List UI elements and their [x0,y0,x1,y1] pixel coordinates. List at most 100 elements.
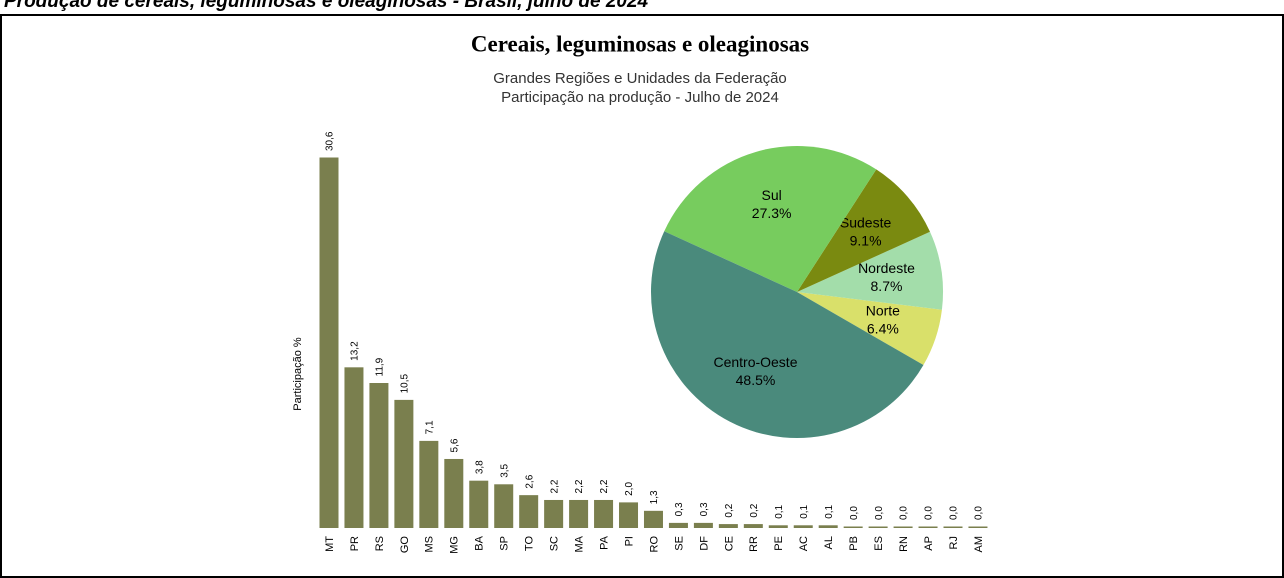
x-tick-label: AM [973,536,985,553]
bar [943,526,963,528]
caption: Produção de cereais, leguminosas e oleag… [4,0,649,12]
data-label: 2,0 [624,482,635,496]
bar [569,499,589,528]
data-label: 0,1 [799,504,810,518]
x-tick-label: CE [723,536,735,551]
bar [643,510,663,528]
x-tick-label: AC [798,536,810,551]
x-tick-label: MT [324,536,336,552]
bar [444,458,464,528]
x-tick-label: RN [898,536,910,552]
x-tick-label: AP [923,536,935,551]
bar [843,526,863,528]
data-label: 5,6 [449,438,460,452]
data-label: 10,5 [400,373,411,393]
data-label: 0,1 [774,504,785,518]
data-label: 7,1 [424,420,435,434]
bar [743,524,763,528]
pie-slice [651,231,924,438]
y-axis-label: Participação % [292,337,304,411]
x-tick-label: PE [773,536,785,551]
data-label: 0,0 [974,506,985,520]
bar [394,399,414,528]
bar [494,484,514,528]
data-label: 0,1 [824,504,835,518]
pie-slice [797,169,931,292]
bar [469,480,489,528]
bar [918,526,938,528]
pie-slice [797,231,943,310]
x-tick-label: SE [673,536,685,551]
bar [668,522,688,528]
bar [968,526,988,528]
slice-label: Nordeste [858,260,915,276]
bar [344,367,364,528]
subtitle: Participação na produção - Julho de 2024 [501,89,779,106]
x-tick-label: ES [873,536,885,551]
bar [319,157,339,528]
x-tick-label: SC [549,536,561,551]
x-tick-label: SP [499,536,511,551]
x-tick-label: PB [848,536,860,551]
bar [619,502,639,528]
slice-value: 6.4% [867,320,899,336]
x-tick-label: PI [623,536,635,546]
pie-slice [664,146,877,292]
bar [519,495,539,528]
bar [419,440,439,528]
frame [0,14,1284,578]
bar [893,526,913,528]
x-tick-label: MS [424,536,436,553]
data-label: 0,0 [849,506,860,520]
data-label: 2,2 [574,479,585,493]
slice-label: Sul [762,187,782,203]
x-tick-label: MA [574,535,586,552]
data-label: 13,2 [350,341,361,361]
bar [768,525,788,528]
bar [818,525,838,528]
x-tick-label: RJ [948,536,960,549]
x-tick-label: MG [449,536,461,554]
slice-value: 8.7% [871,278,903,294]
data-label: 0,3 [674,502,685,516]
bar [369,383,389,528]
bar [793,525,813,528]
subtitle: Grandes Regiões e Unidades da Federação [493,70,787,87]
data-label: 2,2 [599,479,610,493]
data-label: 0,0 [899,506,910,520]
data-label: 3,8 [474,460,485,474]
data-label: 11,9 [375,357,386,376]
data-label: 0,2 [724,503,735,517]
slice-value: 9.1% [850,233,882,249]
data-label: 0,0 [874,506,885,520]
x-tick-label: RO [648,536,660,553]
slice-value: 27.3% [752,205,792,221]
x-tick-label: TO [524,536,536,552]
data-label: 2,6 [524,474,535,488]
slice-label: Sudeste [840,215,892,231]
x-tick-label: AL [823,536,835,549]
x-tick-label: GO [399,536,411,554]
slice-value: 48.5% [736,372,776,388]
slice-label: Norte [866,302,900,318]
x-tick-label: PR [349,536,361,551]
data-label: 3,5 [499,463,510,477]
bar [868,526,888,528]
bar [693,522,713,528]
data-label: 0,0 [949,506,960,520]
x-tick-label: BA [474,535,486,550]
data-label: 0,3 [699,502,710,516]
x-tick-label: DF [698,536,710,551]
bar [594,499,614,528]
slice-label: Centro-Oeste [713,354,797,370]
data-label: 30,6 [325,131,336,151]
x-tick-label: RR [748,536,760,552]
data-label: 0,0 [924,506,935,520]
data-label: 0,2 [749,503,760,517]
data-label: 1,3 [649,490,660,504]
chart-title: Cereais, leguminosas e oleaginosas [471,31,809,56]
x-tick-label: PA [598,535,610,550]
x-tick-label: RS [374,536,386,551]
bar [718,524,738,528]
